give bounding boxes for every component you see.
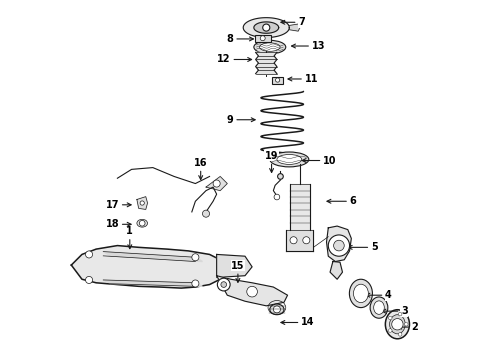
Text: 3: 3 [382,306,408,316]
Text: 9: 9 [227,115,255,125]
Circle shape [263,24,270,31]
Text: 19: 19 [265,151,278,172]
Text: 7: 7 [281,17,305,27]
Ellipse shape [390,315,405,334]
Polygon shape [326,226,351,261]
Ellipse shape [137,219,147,227]
Circle shape [85,276,93,283]
Polygon shape [137,197,147,210]
Polygon shape [289,24,300,31]
Circle shape [85,251,93,258]
Polygon shape [103,252,202,261]
Polygon shape [290,184,310,230]
Circle shape [202,210,210,217]
Circle shape [274,194,280,200]
Polygon shape [330,261,343,279]
Text: 2: 2 [398,322,418,332]
Ellipse shape [353,284,368,303]
Text: 12: 12 [218,54,251,64]
Polygon shape [254,22,279,33]
Circle shape [221,282,226,287]
Polygon shape [256,53,277,74]
Circle shape [273,306,280,313]
Text: 5: 5 [348,242,378,252]
Text: 8: 8 [227,34,253,44]
Text: 4: 4 [366,290,392,300]
Circle shape [192,280,199,287]
Polygon shape [217,276,288,306]
Polygon shape [287,230,314,251]
Polygon shape [103,280,202,286]
Polygon shape [217,255,252,278]
Circle shape [398,312,402,316]
Circle shape [247,286,257,297]
Ellipse shape [385,310,410,339]
Circle shape [328,235,349,256]
Circle shape [260,36,265,41]
Circle shape [303,237,310,244]
Text: 10: 10 [302,156,337,166]
Circle shape [405,323,408,326]
Circle shape [213,180,220,187]
Polygon shape [72,246,231,288]
Text: 1: 1 [126,226,133,249]
Circle shape [334,240,344,251]
Text: 6: 6 [327,196,356,206]
Ellipse shape [260,43,280,51]
Polygon shape [206,176,227,191]
Ellipse shape [277,154,302,165]
Text: 18: 18 [105,219,131,229]
Text: 14: 14 [281,318,315,328]
Text: 17: 17 [106,200,131,210]
Bar [255,35,270,42]
Circle shape [389,329,392,332]
Circle shape [218,278,230,291]
Ellipse shape [374,301,384,314]
Bar [272,77,283,84]
Ellipse shape [270,304,284,315]
Circle shape [392,319,403,330]
Ellipse shape [349,279,372,307]
Circle shape [389,316,392,320]
Ellipse shape [270,152,309,167]
Text: 15: 15 [231,261,245,282]
Text: 16: 16 [194,158,207,180]
Text: 13: 13 [292,41,325,51]
Circle shape [192,254,199,261]
Polygon shape [243,18,289,37]
Ellipse shape [370,297,388,318]
Circle shape [139,220,145,226]
Circle shape [140,201,145,205]
Text: 11: 11 [288,74,318,84]
Circle shape [398,333,402,336]
Circle shape [275,78,280,82]
Circle shape [278,174,283,179]
Ellipse shape [254,40,286,54]
Circle shape [290,237,297,244]
